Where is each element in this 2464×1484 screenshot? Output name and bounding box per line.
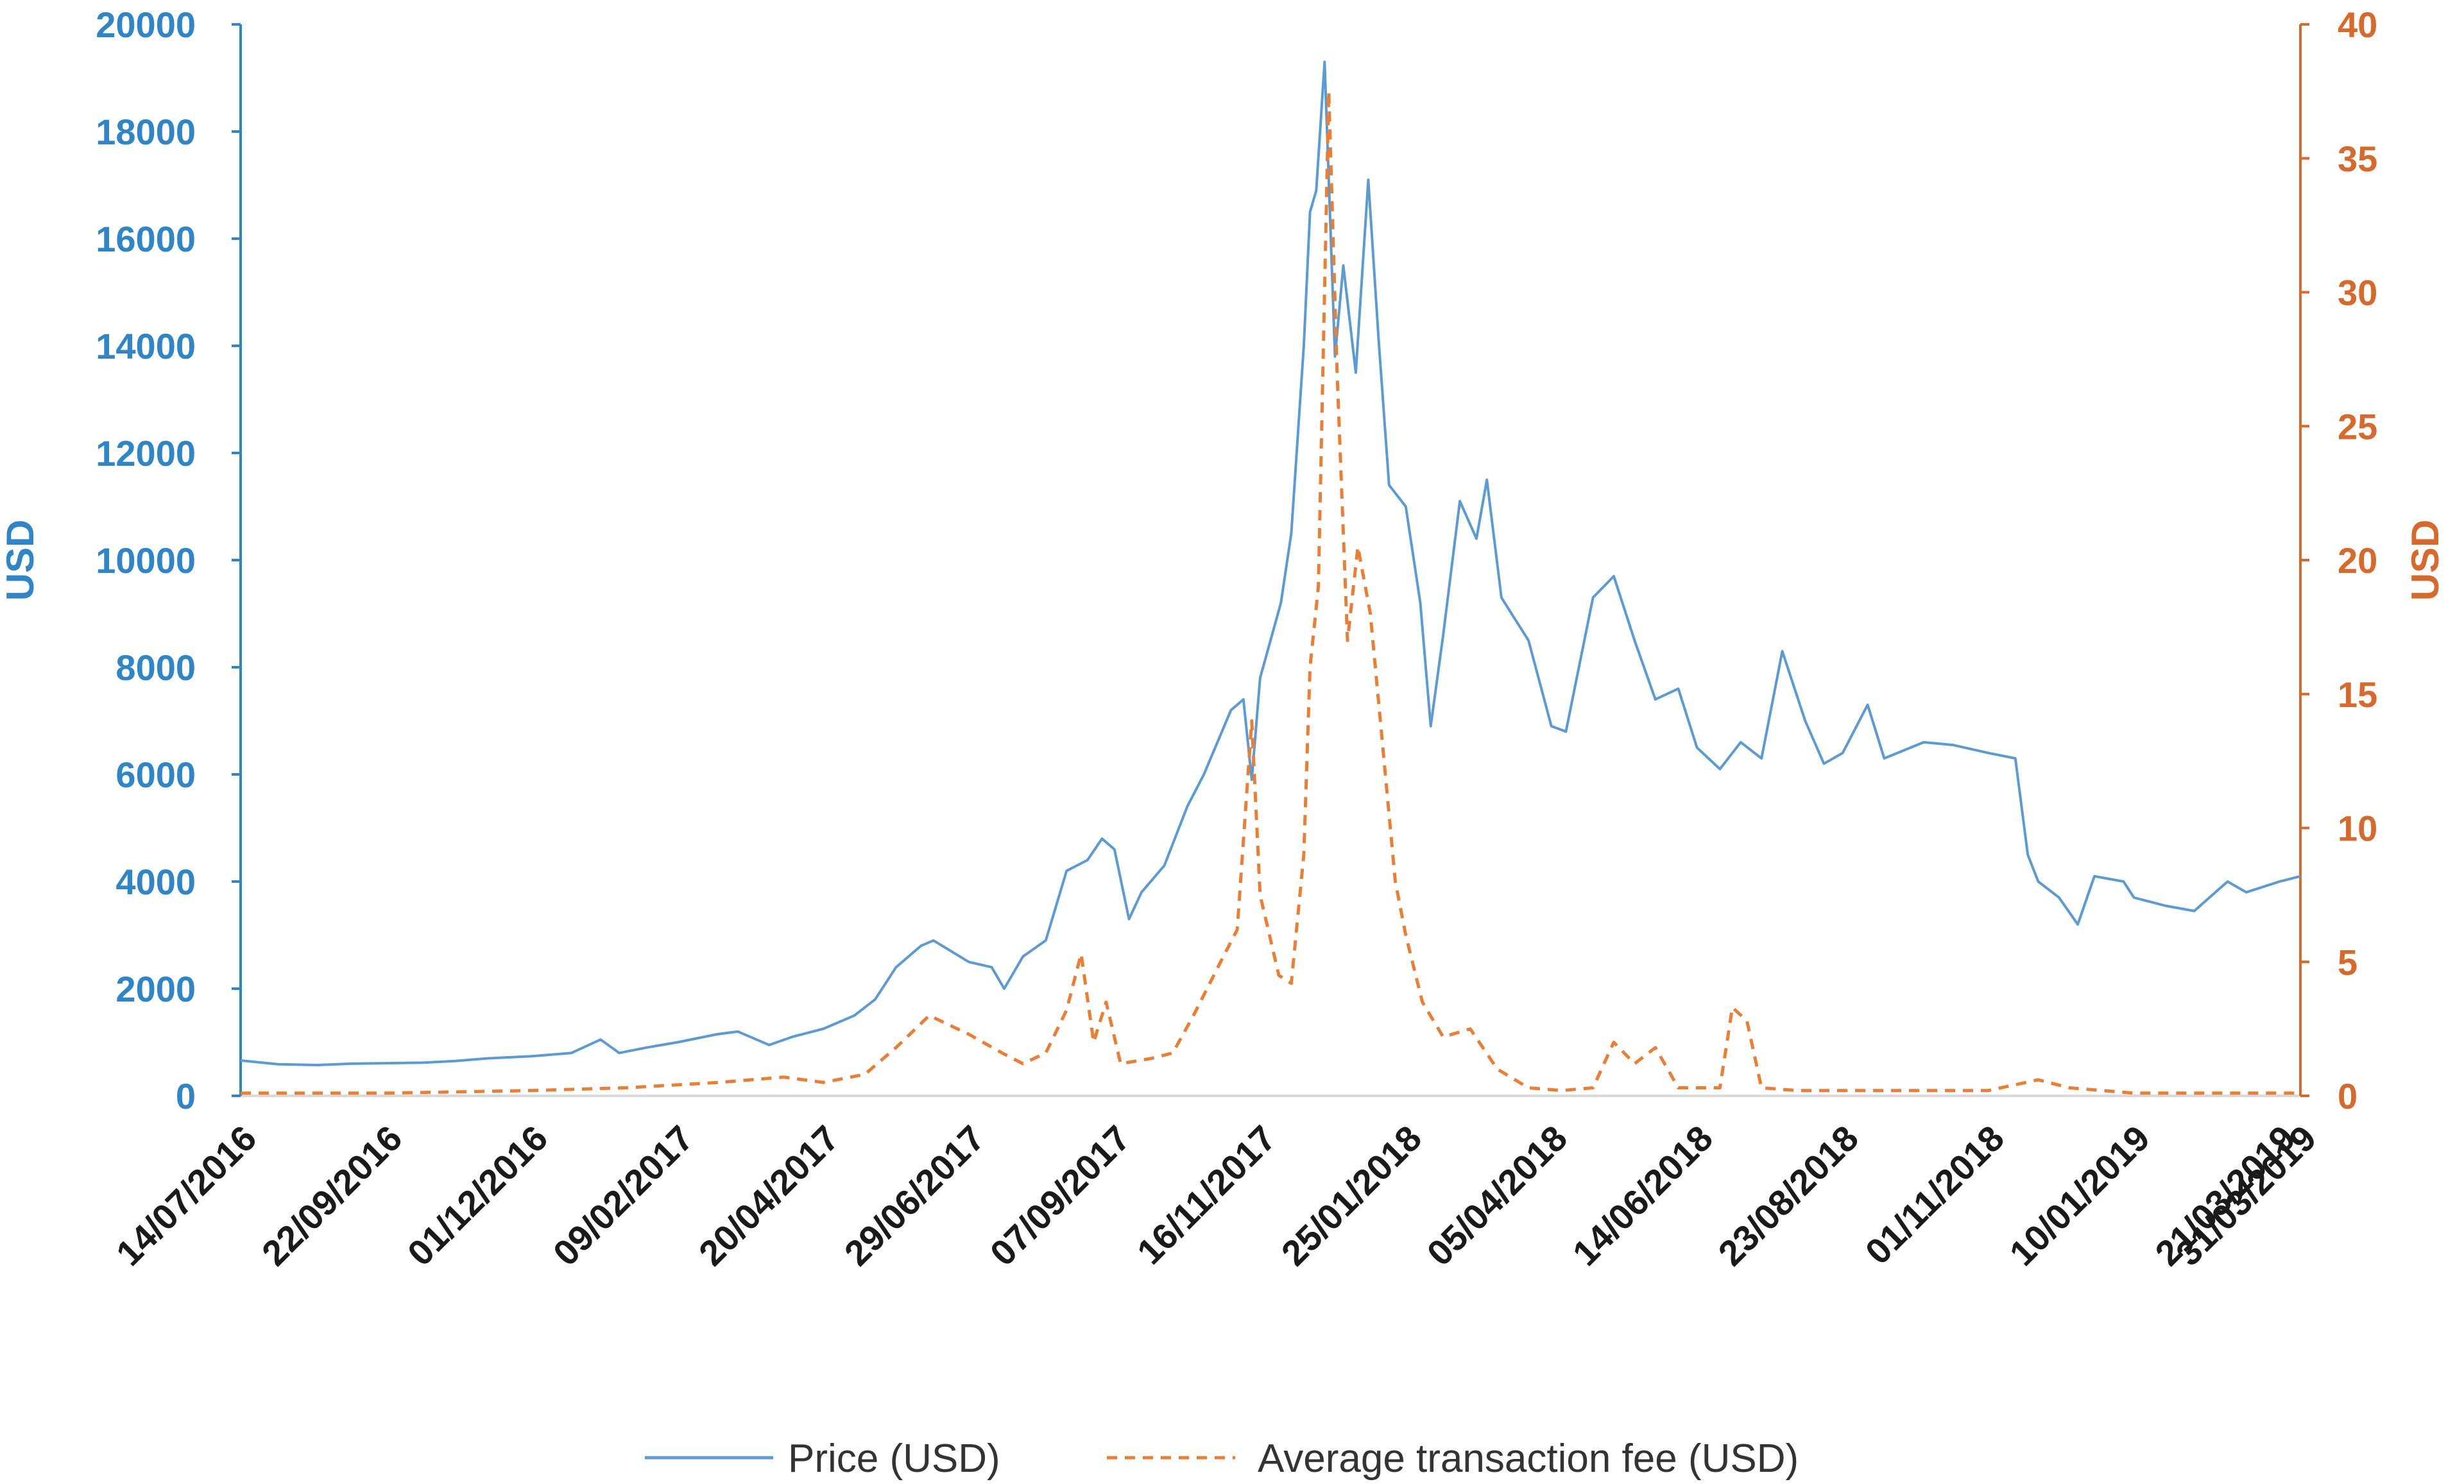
left-tick-label: 8000 (116, 647, 196, 688)
right-tick-label: 10 (2338, 808, 2377, 849)
price-series-line (240, 60, 2301, 1066)
x-axis-ticks: 14/07/201622/09/201601/12/201609/02/2017… (108, 1118, 2324, 1274)
right-tick-label: 30 (2338, 273, 2377, 313)
x-tick-label: 22/09/2016 (254, 1118, 410, 1274)
left-tick-label: 18000 (96, 112, 196, 152)
x-tick-label: 01/12/2016 (400, 1118, 556, 1274)
left-tick-label: 4000 (116, 862, 196, 902)
x-tick-label: 14/07/2016 (108, 1118, 264, 1274)
right-tick-label: 0 (2338, 1076, 2357, 1116)
legend: Price (USD) Average transaction fee (USD… (645, 1437, 1799, 1481)
left-tick-label: 0 (176, 1076, 196, 1116)
x-tick-label: 01/11/2018 (1858, 1118, 2012, 1272)
right-tick-label: 40 (2338, 4, 2377, 45)
right-tick-label: 15 (2338, 674, 2377, 715)
fee-series-line (241, 89, 2300, 1095)
left-tick-label: 12000 (96, 433, 196, 473)
left-tick-label: 2000 (116, 969, 196, 1009)
left-tick-label: 10000 (96, 540, 196, 581)
left-tick-label: 6000 (116, 755, 196, 795)
x-tick-label: 25/01/2018 (1274, 1118, 1430, 1274)
left-axis-title: USD (0, 520, 42, 601)
legend-price-label: Price (USD) (788, 1437, 1000, 1481)
right-tick-label: 20 (2338, 540, 2377, 581)
left-tick-label: 20000 (96, 4, 196, 45)
right-axis-ticks: 0 5 10 15 20 25 30 35 40 (2300, 4, 2377, 1116)
x-tick-label: 20/04/2017 (691, 1118, 847, 1274)
legend-fee-label: Average transaction fee (USD) (1258, 1437, 1799, 1481)
x-tick-label: 23/08/2018 (1710, 1118, 1866, 1274)
series-layer (240, 60, 2301, 1095)
x-tick-label: 29/06/2017 (837, 1118, 993, 1274)
right-tick-label: 35 (2338, 139, 2377, 179)
left-axis-ticks: 0 2000 4000 6000 8000 10000 12000 14000 16000 180… (96, 4, 241, 1116)
right-tick-label: 25 (2338, 406, 2377, 447)
left-tick-label: 14000 (96, 326, 196, 366)
x-tick-label: 07/09/2017 (982, 1118, 1138, 1274)
x-tick-label: 05/04/2018 (1419, 1118, 1575, 1274)
x-tick-label: 09/02/2017 (545, 1118, 701, 1274)
x-tick-label: 14/06/2018 (1564, 1118, 1720, 1274)
x-tick-label: 10/01/2019 (2001, 1118, 2157, 1274)
x-tick-label: 16/11/2017 (1129, 1118, 1284, 1272)
left-tick-label: 16000 (96, 219, 196, 259)
right-tick-label: 5 (2338, 942, 2357, 982)
right-axis-title: USD (2404, 520, 2447, 601)
x-tick-label: 31/03/2019 (2168, 1118, 2324, 1274)
